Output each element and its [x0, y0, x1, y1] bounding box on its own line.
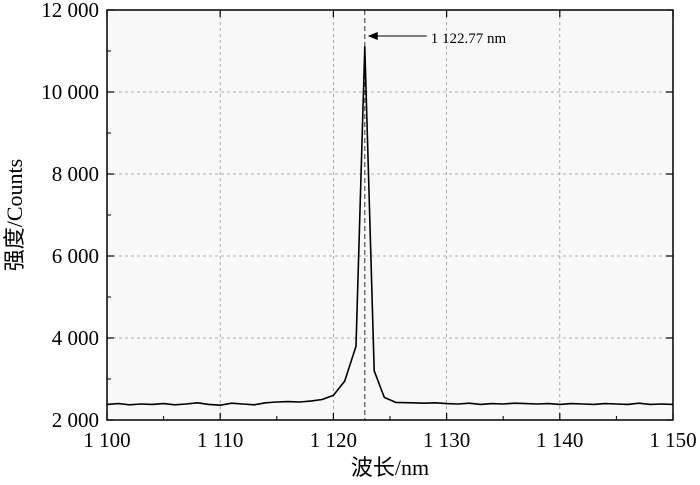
y-tick-label: 6 000 [52, 244, 99, 268]
series-line [106, 46, 674, 407]
y-tick-label: 4 000 [52, 326, 99, 350]
y-tick-label: 8 000 [52, 162, 99, 186]
y-tick-label: 12 000 [41, 0, 99, 22]
y-axis-title: 强度/Counts [2, 159, 27, 271]
x-tick-label: 1 130 [423, 428, 470, 452]
x-axis-title: 波长/nm [351, 455, 429, 480]
annotation-arrowhead [367, 32, 378, 40]
plot-frame [106, 9, 674, 421]
tick-labels: 1 100 1 110 1 120 1 130 1 140 1 150 2 000 4 000… [41, 0, 696, 452]
y-tick-label: 10 000 [41, 80, 99, 104]
x-tick-label: 1 120 [310, 428, 357, 452]
x-tick-label: 1 110 [197, 428, 243, 452]
series-layer [106, 46, 674, 407]
x-tick-label: 1 140 [536, 428, 583, 452]
x-tick-label: 1 100 [83, 428, 130, 452]
y-tick-label: 2 000 [52, 408, 99, 432]
peak-annotation: 1 122.77 nm [431, 31, 507, 47]
plot-background [107, 10, 673, 420]
x-tick-label: 1 150 [649, 428, 696, 452]
grid [107, 10, 673, 420]
